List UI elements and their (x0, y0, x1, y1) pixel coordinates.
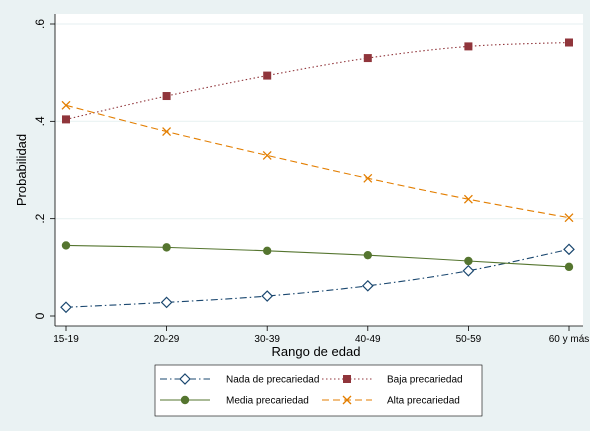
series-line-1 (65, 41, 570, 120)
data-point-3-3 (363, 173, 373, 183)
data-point-3-2 (262, 150, 272, 160)
data-point-1-1 (162, 92, 171, 101)
legend-label-1: Baja precariedad (387, 375, 463, 386)
data-point-2-4 (464, 256, 473, 266)
data-point-0-3 (361, 279, 374, 292)
legend-box (154, 364, 483, 417)
legend: Nada de precariedad Baja precariedad Media… (154, 364, 483, 417)
legend-item-2: Media precariedad (160, 396, 309, 407)
data-point-3-5 (564, 213, 574, 223)
legend-marker-2 (180, 395, 190, 405)
x-tick-label-0: 15-19 (53, 334, 79, 345)
x-tick-label-4: 50-59 (456, 334, 482, 345)
legend-marker-0 (179, 373, 191, 385)
axes: 0 .2 .4 .6 15-19 20-29 30-39 40-49 50-59 60 y más (33, 14, 589, 345)
data-point-2-1 (162, 243, 171, 252)
y-tick-label-3: .6 (33, 19, 47, 29)
data-point-2-3 (363, 250, 372, 260)
data-point-1-3 (363, 54, 372, 63)
series-0 (60, 243, 575, 314)
grid (55, 23, 583, 220)
data-point-0-4 (462, 264, 475, 277)
legend-marker-1 (343, 375, 351, 383)
series-line-3 (65, 104, 570, 219)
series (60, 38, 575, 314)
data-point-3-0 (61, 100, 71, 110)
legend-label-0: Nada de precariedad (226, 375, 319, 386)
series-1 (62, 38, 573, 124)
y-axis-title: Probabilidad (14, 134, 29, 206)
series-line-2 (65, 244, 570, 268)
data-point-3-4 (463, 194, 473, 204)
legend-item-0: Nada de precariedad (160, 373, 319, 386)
data-point-0-0 (60, 301, 72, 314)
legend-label-2: Media precariedad (226, 396, 309, 407)
data-point-1-0 (62, 115, 70, 124)
legend-marker-3 (342, 395, 352, 405)
data-point-0-2 (261, 290, 274, 302)
series-3 (61, 100, 574, 223)
data-point-0-5 (563, 243, 575, 256)
data-point-2-0 (61, 241, 71, 250)
data-point-1-4 (464, 42, 473, 51)
legend-label-3: Alta precariedad (387, 396, 460, 407)
x-axis-title: Rango de edad (272, 344, 361, 359)
data-point-2-2 (263, 246, 272, 255)
data-point-3-1 (162, 127, 172, 137)
series-2 (61, 241, 574, 272)
data-point-1-5 (565, 38, 573, 47)
legend-item-3: Alta precariedad (322, 396, 460, 407)
x-tick-label-1: 20-29 (154, 334, 180, 345)
x-tick-label-5: 60 y más (549, 334, 590, 345)
y-tick-label-2: .4 (33, 116, 47, 126)
legend-item-1: Baja precariedad (322, 375, 463, 386)
x-tick-label-3: 40-49 (355, 334, 381, 345)
y-tick-label-1: .2 (33, 213, 47, 223)
data-point-1-2 (263, 71, 272, 80)
data-point-0-1 (160, 296, 173, 309)
x-tick-label-2: 30-39 (254, 334, 280, 345)
data-point-2-5 (564, 262, 574, 272)
y-tick-label-0: 0 (33, 312, 47, 319)
plot-background (55, 14, 583, 326)
series-line-0 (65, 248, 570, 308)
